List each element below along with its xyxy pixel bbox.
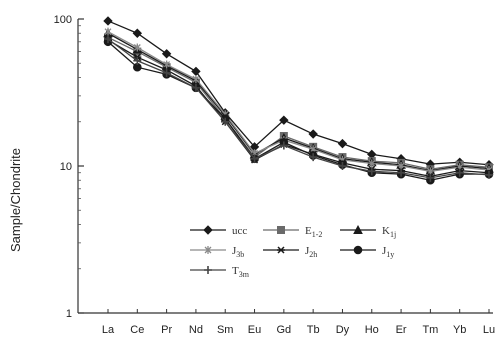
legend-label-subscript: 2h [309,250,317,259]
y-tick-label: 10 [60,161,72,173]
legend-label-subscript: 1-2 [312,230,323,239]
series-j3b [104,27,493,176]
x-tick-label: Ce [130,324,144,336]
data-point-t3m [455,168,464,177]
data-point-ucc [103,16,113,26]
data-point-ucc [308,129,318,139]
data-point-j3b [368,159,376,168]
x-tick-label: Nd [189,324,203,336]
legend-item-j3b: J3b [190,245,244,259]
data-point-t3m [279,141,288,150]
data-point-t3m [104,35,112,44]
x-tick-label: Tb [307,324,320,336]
data-point-t3m [338,162,347,170]
data-point-t3m [309,153,318,162]
legend-item-e1-2: E1-2 [263,225,322,239]
data-point-ucc [132,28,143,38]
legend-item-j1y: J1y [340,245,394,259]
data-point-t3m [485,170,493,179]
legend-label-subscript: 1j [390,230,396,239]
series-line-j3b [107,31,490,172]
series-ucc [103,16,494,170]
data-point-j3b [163,60,171,69]
series-line-e1-2 [107,36,490,170]
x-tick-label: Yb [453,324,466,336]
legend-label-main: J [305,245,310,257]
series-layer [103,16,494,185]
data-point-j3b [133,43,141,52]
data-point-ucc [279,115,289,125]
x-tick-label: La [102,324,115,336]
legend-label-t3m: T3m [232,265,250,279]
data-point-j3b [104,27,112,36]
legend-label-main: K [382,225,390,237]
series-j1y [103,37,494,185]
legend-label-main: ucc [232,225,247,237]
legend-label-subscript: 1y [386,250,394,259]
legend-label-j3b: J3b [232,245,244,259]
legend-label-main: J [232,245,237,257]
data-point-t3m [162,68,171,77]
x-tick-label: Dy [336,324,350,336]
x-tick-label: Gd [277,324,292,336]
y-axis-label: Sample/Chondrite [8,148,23,252]
legend-item-j2h: J2h [263,245,317,259]
data-point-j3b [192,75,200,84]
legend-marker [353,245,363,255]
legend-label-subscript: 3m [239,270,250,279]
x-tick-label: Pr [161,324,172,336]
x-tick-label: Tm [422,324,438,336]
data-point-t3m [367,167,376,176]
legend-label-main: J [382,245,387,257]
legend-marker [204,266,212,274]
data-point-ucc [191,66,201,77]
legend-item-k1j: K1j [340,224,396,239]
legend-marker [277,246,285,254]
y-tick-label: 1 [66,308,72,320]
data-point-t3m [250,154,259,163]
x-tick-label: Er [396,324,407,336]
legend-label-e1-2: E1-2 [305,225,322,239]
data-point-t3m [191,83,200,92]
series-line-j2h [107,39,490,178]
data-point-t3m [426,173,435,182]
legend-label-main: E [305,225,312,237]
legend-label-ucc: ucc [232,225,247,237]
series-line-t3m [107,38,490,179]
axes-layer: 1 10 100 La Ce Pr Nd Sm Eu Gd Tb Dy Ho Er Tm Yb Lu [54,14,495,336]
data-point-t3m [397,168,406,177]
legend-item-t3m: T3m [190,265,250,279]
x-tick-label: Sm [217,324,234,336]
legend-marker [277,226,285,234]
series-line-j1y [107,41,489,181]
x-tick-label: Eu [248,324,261,336]
legend-label-j1y: J1y [382,245,394,259]
x-tick-label: Ho [365,324,379,336]
legend-label-subscript: 3b [236,250,244,259]
data-point-t3m [133,56,142,65]
legend-marker [203,225,213,235]
legend-marker [353,224,363,234]
data-point-t3m [221,117,230,126]
data-point-ucc [161,49,172,59]
data-point-ucc [337,138,348,149]
legend-label-k1j: K1j [382,225,396,239]
series-line-ucc [107,20,490,166]
series-t3m [104,35,493,182]
legend-label-j2h: J2h [305,245,317,259]
legend-label-main: T [232,265,239,277]
legend-marker [204,246,212,254]
y-tick-label: 100 [54,14,72,26]
series-line-k1j [107,32,490,172]
x-tick-label: Lu [483,324,495,336]
legend-item-ucc: ucc [190,225,247,237]
series-j2h [104,36,493,180]
